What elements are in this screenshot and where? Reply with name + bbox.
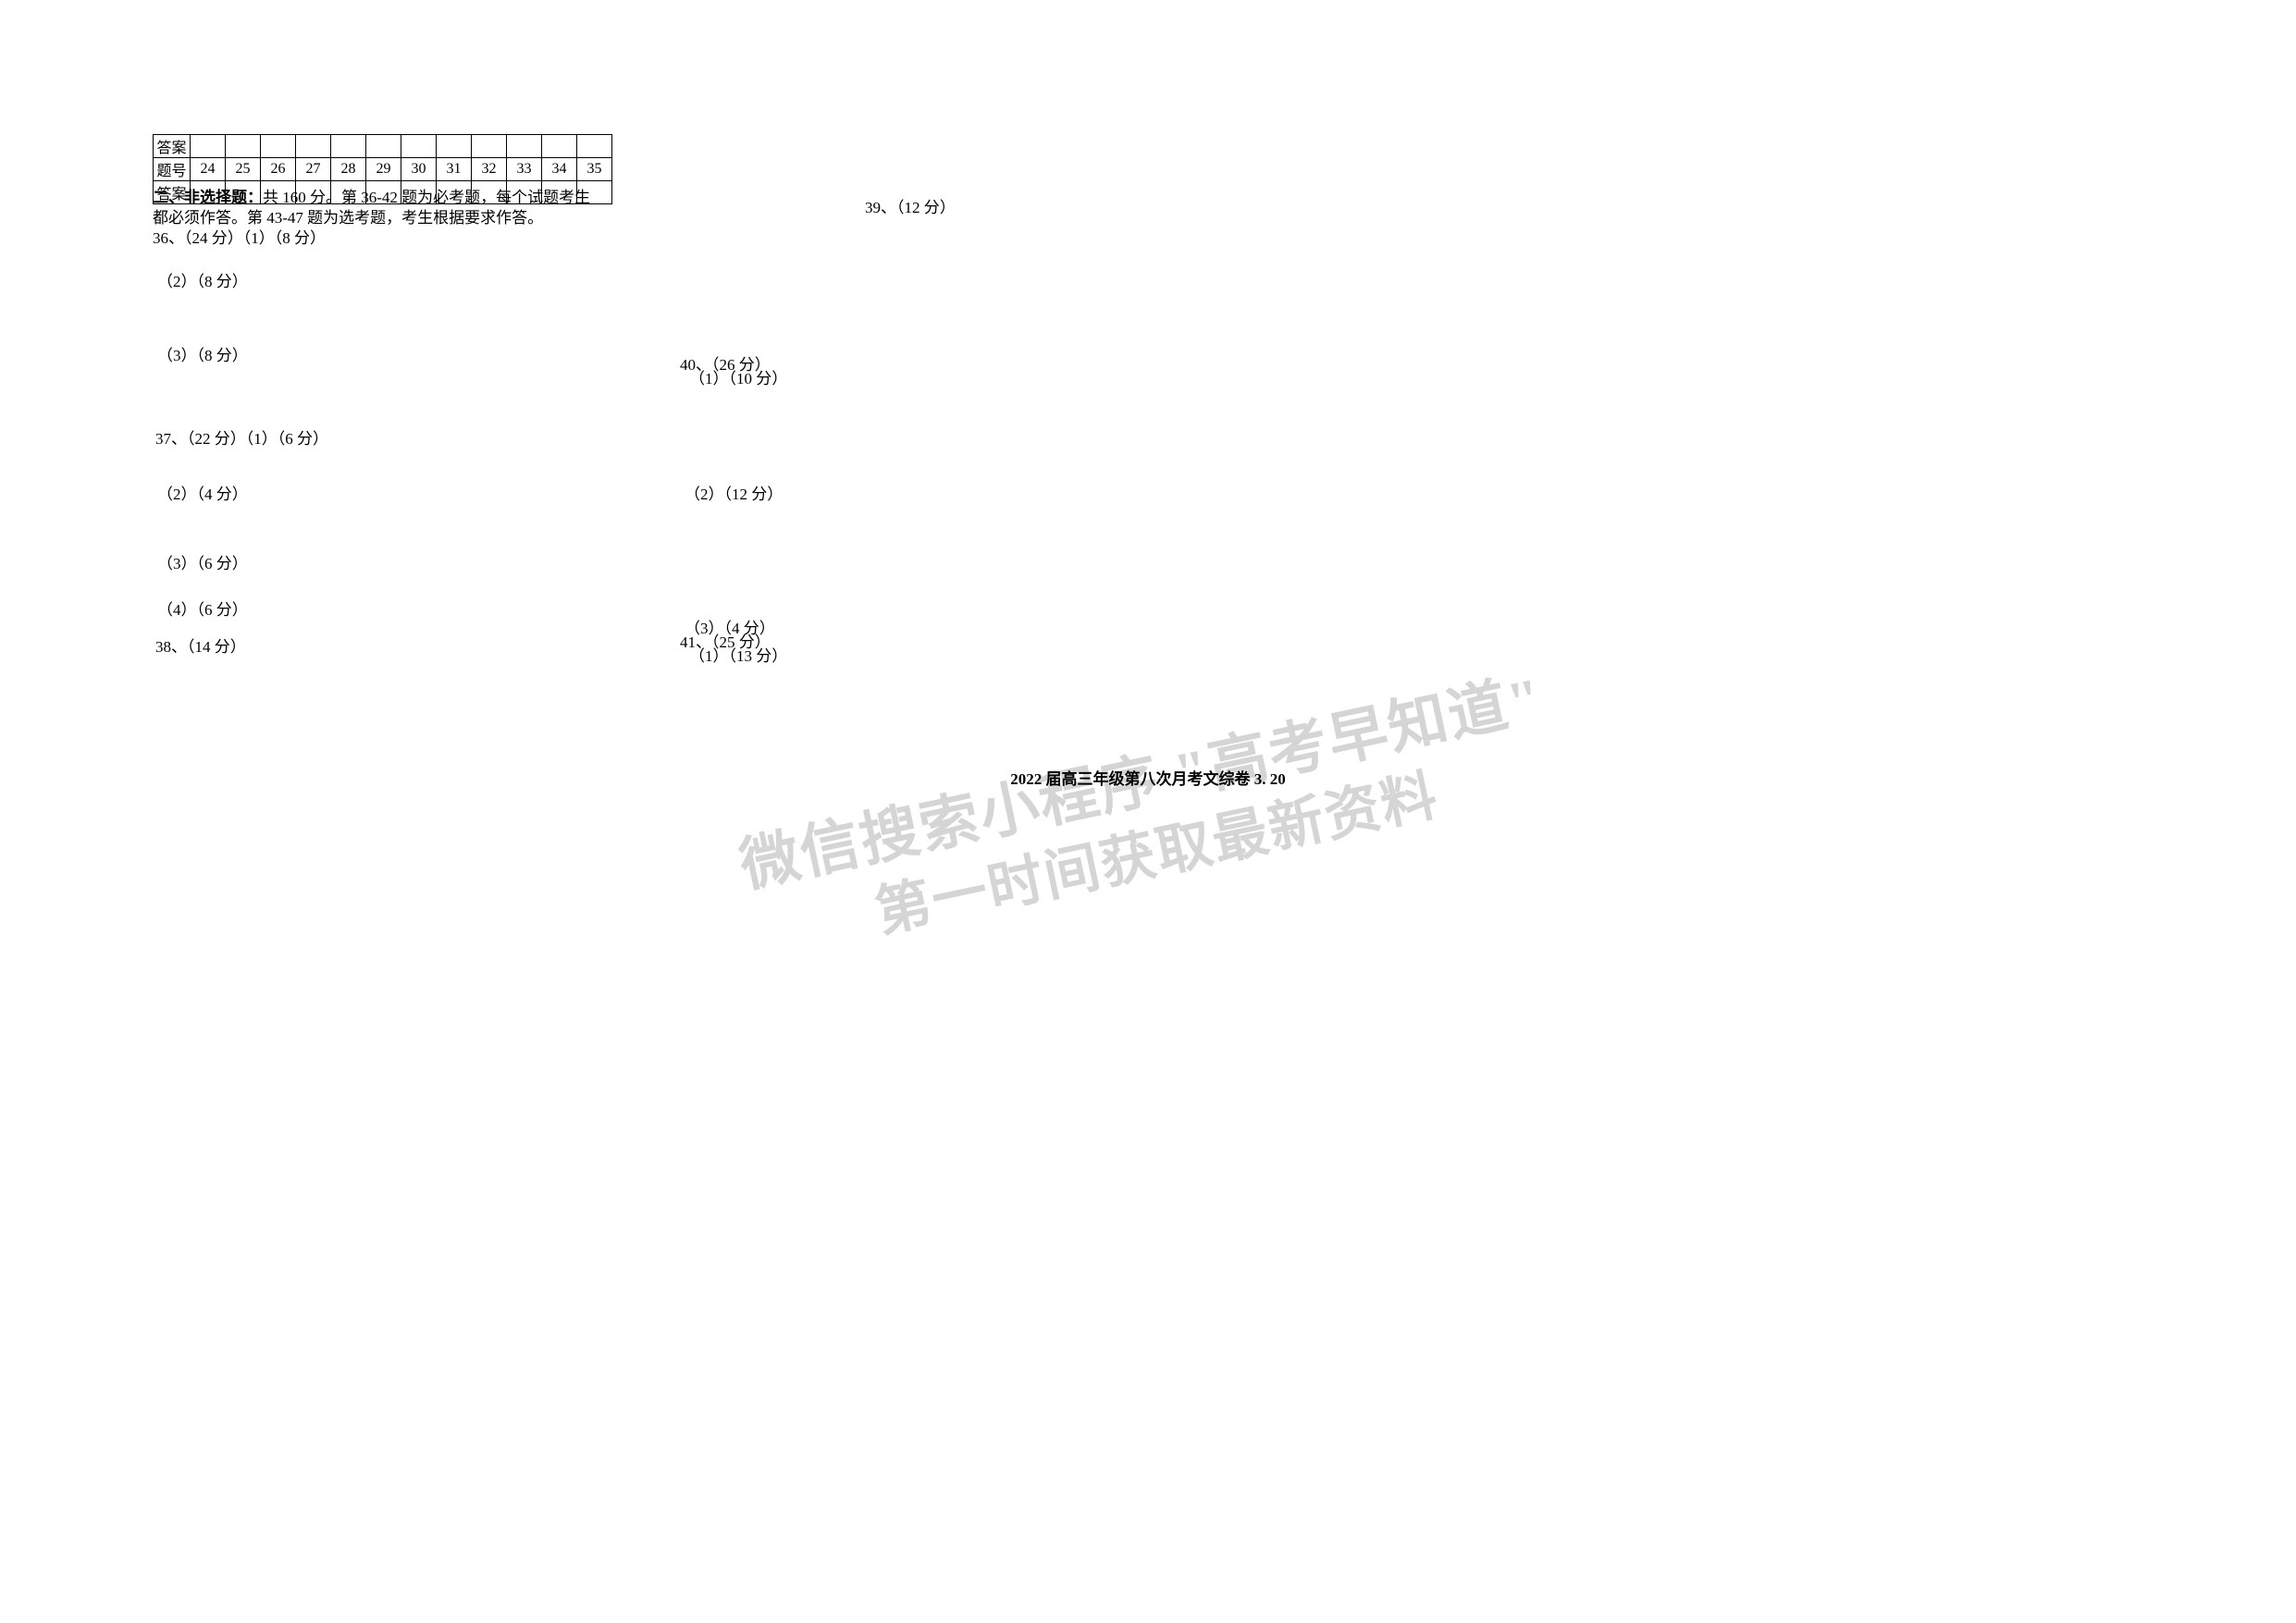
exam-page: 答案 题号 24 25 26 27 28 29 30 31 32 33: [0, 0, 2296, 1623]
question-37-3: （3）（6 分）: [157, 550, 248, 573]
question-number-cell: 24: [191, 158, 226, 181]
question-36-header: 36、（24 分）（1）（8 分）: [153, 228, 592, 249]
question-39-header: 39、（12 分）: [865, 194, 956, 217]
answer-cell: [296, 135, 331, 158]
answer-cell: [437, 135, 472, 158]
answer-cell: [226, 135, 261, 158]
question-number-cell: 29: [366, 158, 401, 181]
question-41-1: （1）（13 分）: [689, 643, 787, 666]
question-number-cell: 33: [507, 158, 542, 181]
question-number-cell: 30: [401, 158, 437, 181]
question-number-cell: 26: [261, 158, 296, 181]
question-number-cell: 27: [296, 158, 331, 181]
page-footer: 2022 届高三年级第八次月考文综卷 3. 20: [1010, 766, 1286, 789]
answer-cell: [331, 135, 366, 158]
answer-cell: [507, 135, 542, 158]
answer-cell: [577, 135, 612, 158]
section-instructions: 二、非选择题：共 160 分。第 36-42 题为必考题，每个试题考生都必须作答…: [153, 188, 592, 249]
question-number-cell: 25: [226, 158, 261, 181]
answer-cell: [542, 135, 577, 158]
question-37-2: （2）（4 分）: [157, 481, 248, 504]
question-36-2: （2）（8 分）: [157, 268, 248, 291]
row-label: 答案: [154, 135, 191, 158]
question-number-cell: 31: [437, 158, 472, 181]
answer-cell: [261, 135, 296, 158]
answer-cell: [472, 135, 507, 158]
answer-cell: [401, 135, 437, 158]
answer-cell: [366, 135, 401, 158]
question-37-4: （4）（6 分）: [157, 596, 248, 620]
question-40-2: （2）（12 分）: [685, 481, 783, 504]
question-number-cell: 34: [542, 158, 577, 181]
table-row: 题号 24 25 26 27 28 29 30 31 32 33 34 35: [154, 158, 612, 181]
question-number-cell: 35: [577, 158, 612, 181]
answer-cell: [191, 135, 226, 158]
watermark-line2: 第一时间获取最新资料: [747, 724, 1565, 973]
question-number-cell: 32: [472, 158, 507, 181]
question-number-cell: 28: [331, 158, 366, 181]
watermark: 微信搜索小程序 "高考早知道" 第一时间获取最新资料: [732, 650, 1565, 973]
row-label: 题号: [154, 158, 191, 181]
question-36-3: （3）（8 分）: [157, 342, 248, 365]
question-38-header: 38、（14 分）: [155, 633, 246, 657]
table-row: 答案: [154, 135, 612, 158]
section-prefix: 二、非选择题：: [153, 189, 263, 206]
question-40-1: （1）（10 分）: [689, 365, 787, 388]
question-37-header: 37、（22 分）（1）（6 分）: [155, 425, 328, 449]
